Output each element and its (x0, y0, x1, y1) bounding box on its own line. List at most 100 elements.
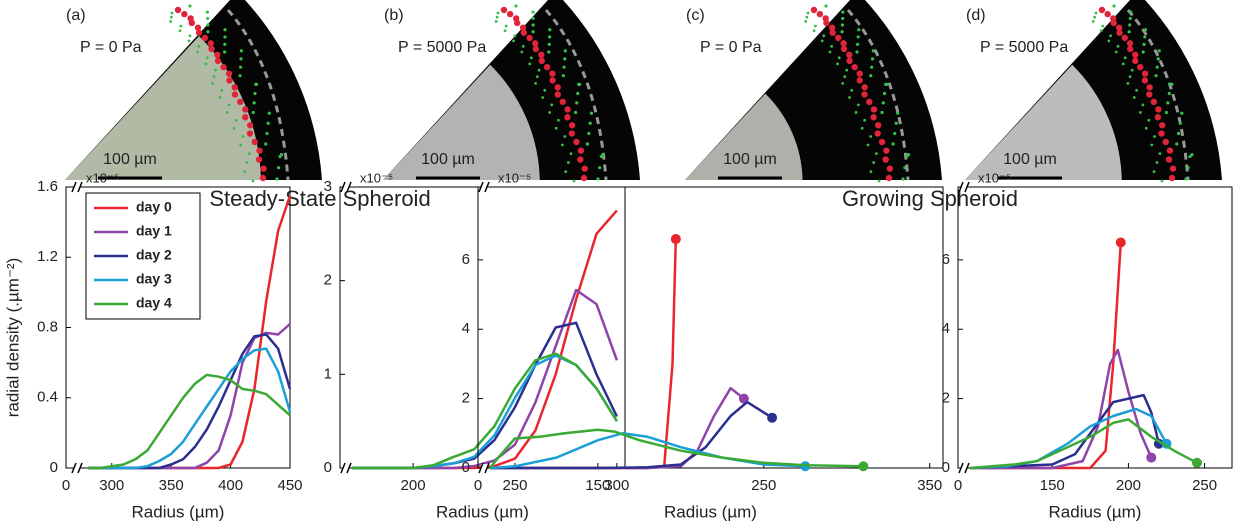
cell-green (840, 30, 844, 34)
cell-green (1184, 177, 1188, 181)
cell-green (531, 16, 535, 21)
cell-green (1175, 142, 1179, 146)
axis-break (346, 462, 352, 474)
series-line (352, 352, 618, 470)
cell-green (521, 44, 525, 48)
cell-green (1150, 143, 1154, 147)
cell-green (218, 96, 222, 99)
cell-green (254, 82, 258, 86)
cell-green (854, 111, 858, 114)
cell-green (253, 91, 257, 96)
cell-red (207, 40, 215, 47)
x-tick-label: 200 (401, 477, 426, 494)
cell-red (1121, 34, 1129, 42)
axis-break (340, 181, 346, 193)
cell-red (577, 156, 584, 163)
cell-red (225, 70, 233, 77)
cell-green (596, 177, 600, 181)
cell-green (520, 50, 524, 54)
cell-red (538, 57, 545, 65)
cell-green (855, 50, 859, 54)
series-line (88, 347, 292, 470)
axis-break (77, 462, 83, 474)
image-core (965, 64, 1122, 180)
cell-green (1142, 42, 1146, 46)
cell-red (538, 51, 545, 59)
cell-green (223, 50, 227, 54)
cell-green (529, 56, 533, 60)
cell-green (547, 42, 551, 46)
cell-green (1109, 34, 1112, 38)
cell-green (267, 111, 271, 115)
cell-green (814, 24, 817, 28)
cell-red (500, 6, 508, 14)
legend-label: day 4 (136, 295, 172, 311)
cell-green (276, 166, 281, 170)
cell-green (1091, 20, 1095, 23)
series-line (490, 400, 773, 470)
cell-green (869, 170, 873, 174)
image-core (685, 93, 803, 180)
cell-green (513, 34, 517, 38)
cell-green (1158, 152, 1162, 156)
cell-red (878, 138, 886, 146)
cell-green (564, 170, 568, 174)
cell-red (1146, 91, 1153, 98)
cell-red (564, 106, 571, 113)
cell-red (581, 165, 588, 172)
cell-green (871, 49, 875, 53)
cell-green (1157, 49, 1161, 53)
pressure-label: P = 5000 Pa (980, 39, 1068, 56)
cell-red (1146, 84, 1153, 91)
cell-red (1166, 147, 1174, 154)
cell-green (239, 57, 243, 61)
cell-green (870, 65, 874, 69)
x-tick-label: 450 (277, 477, 302, 494)
cell-green (234, 118, 238, 122)
cell-green (856, 42, 860, 46)
cell-green (547, 50, 551, 54)
cell-red (1137, 63, 1144, 71)
cell-green (561, 74, 565, 78)
cell-green (575, 101, 579, 105)
x-tick-label: 0 (62, 477, 70, 494)
x-tick-label: 250 (751, 477, 776, 494)
cell-green (841, 81, 845, 85)
cell-green (557, 118, 560, 122)
cell-red (1159, 122, 1166, 129)
cell-green (227, 103, 231, 107)
cell-red (1115, 24, 1123, 31)
cell-red (1132, 51, 1139, 59)
axis-break-gap (343, 464, 349, 472)
cell-green (891, 142, 895, 146)
cell-red (829, 29, 836, 36)
cell-red (816, 10, 824, 18)
y-tick-label: 2 (462, 390, 470, 407)
cell-green (905, 154, 909, 159)
cell-green (251, 179, 255, 183)
cell-red (1168, 174, 1176, 182)
legend-label: day 1 (136, 223, 172, 239)
cell-green (534, 81, 537, 85)
series-line (969, 418, 1198, 470)
cell-green (543, 88, 547, 92)
cell-green (239, 49, 243, 53)
cell-green (1138, 111, 1142, 114)
cell-green (822, 34, 826, 38)
axis-break-gap (343, 183, 349, 191)
y-tick-label: 0 (942, 459, 950, 476)
cell-green (205, 56, 209, 60)
panel-label: (b) (384, 7, 404, 24)
cell-red (882, 156, 889, 163)
multiplier: x10⁻⁵ (86, 170, 119, 185)
cell-red (874, 122, 882, 129)
axis-break-gap (74, 464, 80, 472)
x-axis-label: Radius (µm) (436, 502, 529, 521)
cell-green (528, 62, 532, 66)
cell-green (845, 68, 849, 72)
cell-green (514, 4, 518, 8)
cell-green (1186, 166, 1190, 170)
plot-frame (339, 186, 626, 469)
cell-red (568, 122, 576, 129)
cell-green (1135, 88, 1139, 92)
